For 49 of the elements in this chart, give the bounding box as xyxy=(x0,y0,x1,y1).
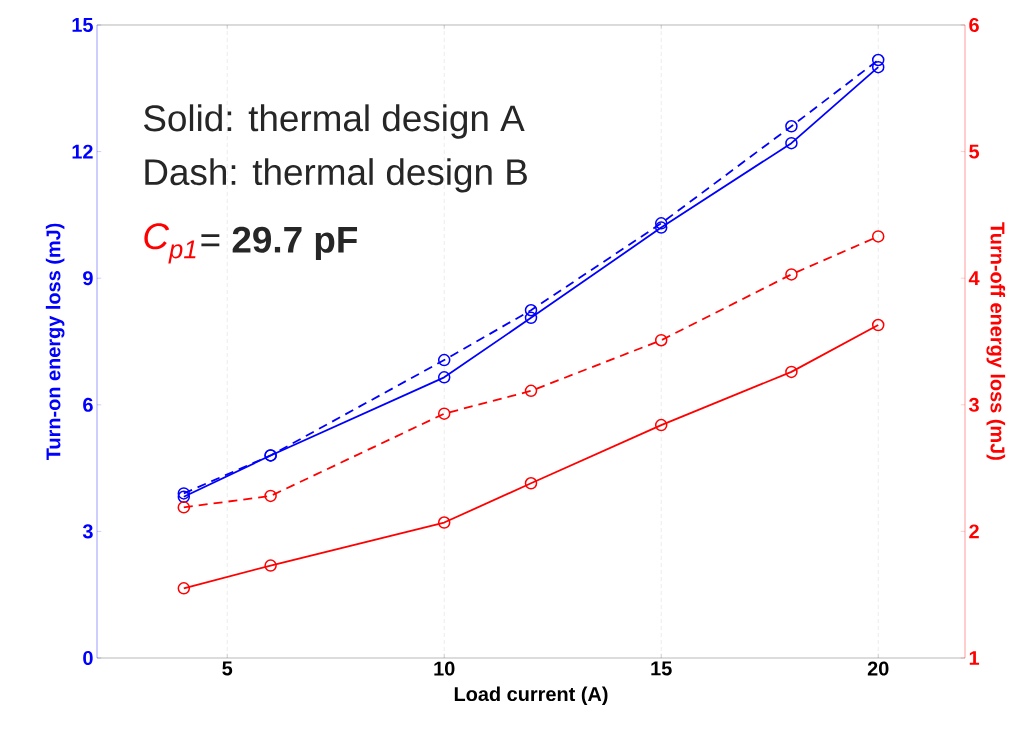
point xyxy=(785,120,798,133)
point xyxy=(177,490,191,504)
point xyxy=(177,582,191,595)
point xyxy=(785,365,798,379)
point xyxy=(524,477,538,490)
point xyxy=(654,418,668,432)
point xyxy=(871,230,885,243)
point xyxy=(437,353,451,367)
point xyxy=(177,501,191,514)
y-tick-label: 9 xyxy=(83,271,93,286)
point xyxy=(524,311,538,325)
point xyxy=(264,559,277,572)
y-tick-label: 6 xyxy=(83,397,93,412)
point xyxy=(177,487,191,500)
y2-tick-label: 6 xyxy=(969,17,979,33)
point xyxy=(871,318,885,332)
point xyxy=(654,217,668,230)
point xyxy=(654,221,668,234)
annotation: C$_{p1}$ xyxy=(144,223,196,264)
annotation: Solid: thermal design A xyxy=(144,104,525,139)
y2-tick-label: 4 xyxy=(968,271,980,286)
point xyxy=(785,136,798,150)
point xyxy=(437,407,451,420)
point xyxy=(871,53,885,67)
y2-tick-label: 5 xyxy=(969,144,980,159)
x-tick-label: 15 xyxy=(651,661,672,676)
point xyxy=(654,333,668,347)
point xyxy=(785,268,798,281)
annotation: = 29.7 pF xyxy=(201,226,358,261)
y-tick-label: 15 xyxy=(72,18,93,32)
y2-tick-label: 3 xyxy=(968,397,979,412)
point xyxy=(437,516,451,529)
annotation: Dash: thermal design B xyxy=(145,158,527,193)
y-tick-label: 12 xyxy=(72,144,93,159)
x-tick-label: 5 xyxy=(222,661,233,676)
y2-tick-label: 1 xyxy=(969,651,980,665)
y2-tick-label: 2 xyxy=(969,524,979,539)
x-tick-label: 10 xyxy=(434,661,455,676)
y-tick-label: 0 xyxy=(83,650,93,666)
x-axis-title: Load current (A) xyxy=(454,686,608,706)
point xyxy=(524,384,538,398)
x-tick-label: 20 xyxy=(867,661,889,676)
point xyxy=(437,371,451,384)
point xyxy=(524,304,538,317)
point xyxy=(264,489,277,503)
y2-axis-title: Turn-off energy loss (mJ) xyxy=(986,222,1006,460)
y-tick-label: 3 xyxy=(82,524,93,539)
point xyxy=(871,60,885,74)
y-axis-title: Turn-on energy loss (mJ) xyxy=(45,223,65,461)
